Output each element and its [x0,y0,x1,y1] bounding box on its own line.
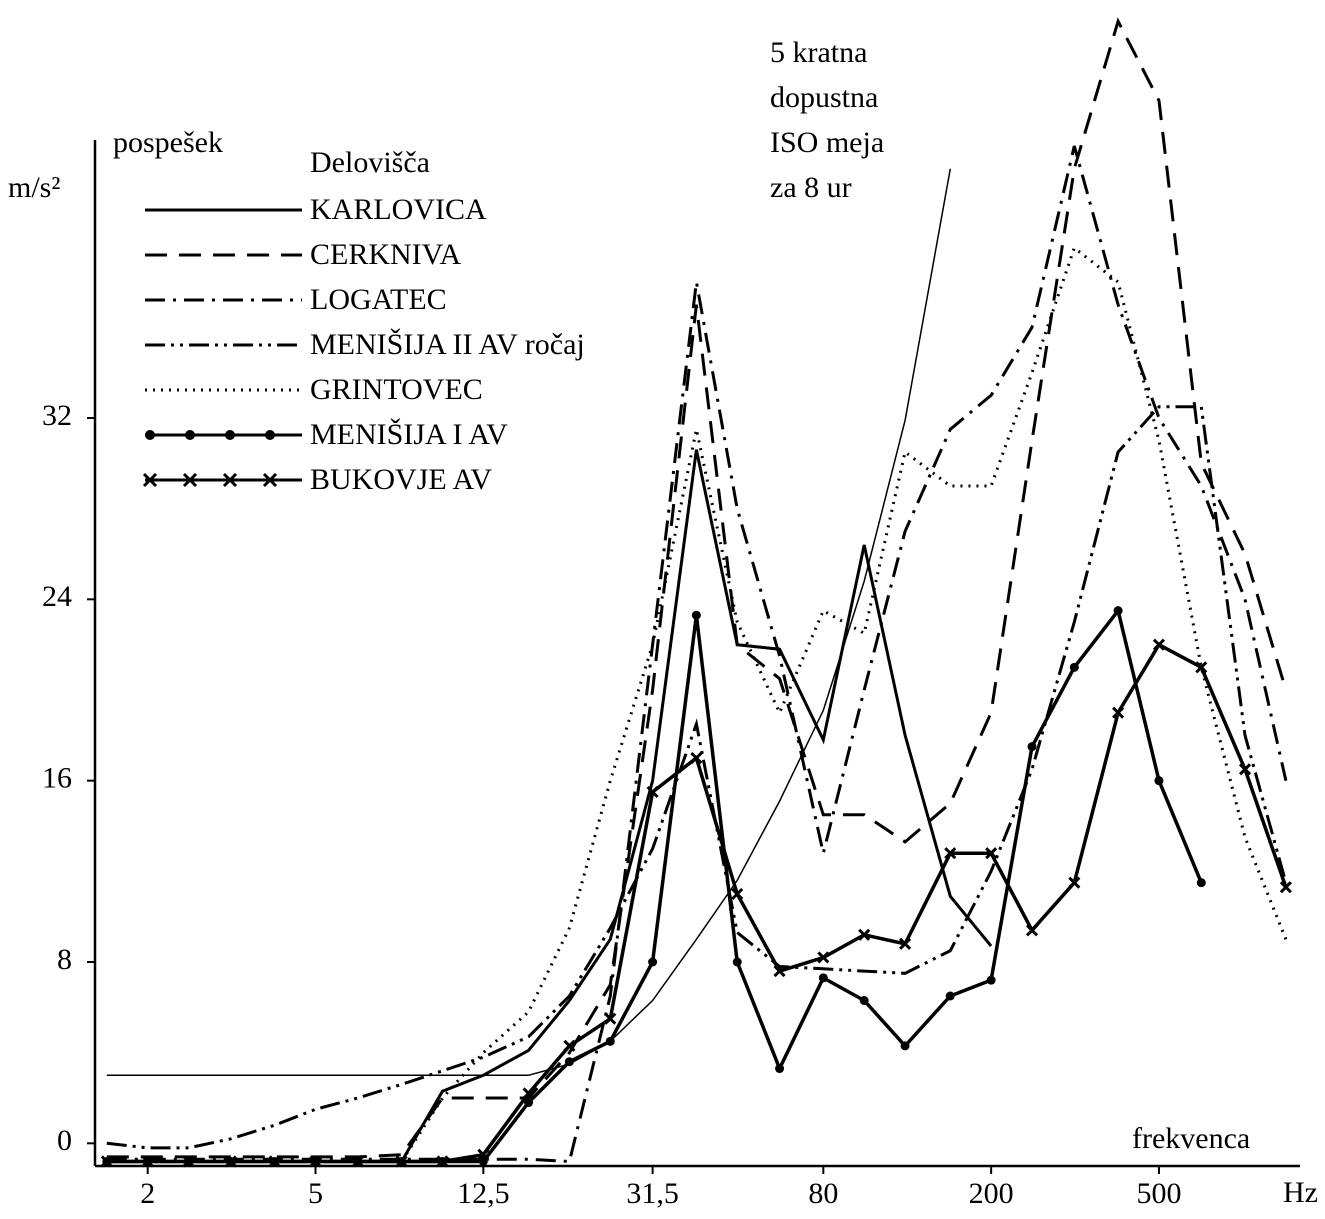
legend-label: KARLOVICA [310,193,487,226]
x-axis-unit: Hz [1283,1176,1318,1209]
marker [395,1155,408,1168]
y-tick-label: 0 [57,1124,72,1157]
marker [524,1098,534,1108]
marker [1279,881,1292,894]
marker [944,847,957,860]
x-axis-label: frekvenca [1132,1122,1250,1155]
series-line [106,606,1203,1164]
marker [1113,606,1123,616]
marker [859,996,869,1006]
legend-label: CERKNIVA [310,238,461,271]
marker [1112,706,1125,719]
legend-marker [225,430,235,440]
marker [691,610,701,620]
x-tick-label: 200 [969,1177,1014,1210]
series-line [106,145,1288,1164]
marker [986,975,996,985]
y-tick-label: 32 [42,399,72,432]
marker [1195,661,1208,674]
y-axis-unit: m/s² [8,171,60,204]
x-tick-label: 12,5 [457,1177,510,1210]
legend-label: MENIŠIJA II AV ročaj [310,328,585,361]
marker [690,751,703,765]
x-tick-label: 500 [1136,1177,1181,1210]
legend-label: BUKOVJE AV [310,463,492,496]
marker [818,973,828,983]
marker [858,928,871,941]
legend-label: LOGATEC [310,283,447,316]
legend-label: MENIŠIJA I AV [310,418,508,451]
marker [775,1064,785,1074]
annotation: dopustna [770,81,878,114]
marker [1069,662,1079,672]
series-line [106,449,993,1163]
marker [773,965,786,978]
legend-marker [262,472,278,488]
marker [564,1057,574,1067]
marker [898,937,912,950]
marker [605,1036,615,1046]
marker [182,1155,195,1168]
x-tick-label: 2 [140,1177,155,1210]
marker [604,1012,617,1025]
marker [945,991,955,1001]
marker [1025,924,1039,937]
y-tick-label: 16 [42,762,72,795]
marker [646,785,659,799]
y-axis-label: pospešek [113,126,223,159]
marker [985,847,998,860]
marker [732,957,742,967]
marker [436,1155,449,1168]
legend-marker [265,430,275,440]
marker [817,951,830,964]
legend-marker [142,472,158,488]
legend-marker [145,430,155,440]
marker [563,1039,576,1052]
annotation: 5 kratna [770,36,867,69]
marker [648,957,658,967]
marker [477,1148,490,1161]
annotation: za 8 ur [770,171,852,204]
marker [900,1041,910,1051]
reference-line [106,168,952,1077]
marker [1152,638,1166,651]
marker [224,1155,237,1168]
marker [309,1155,322,1168]
marker [1154,776,1164,786]
series-line [106,405,1288,1150]
x-tick-label: 5 [308,1177,323,1210]
legend-marker [222,472,238,488]
series-line [106,245,1288,1163]
marker [141,1155,154,1168]
marker [1238,763,1252,776]
marker [522,1087,535,1100]
y-tick-label: 8 [57,943,72,976]
marker [268,1155,281,1168]
x-tick-label: 80 [808,1177,838,1210]
legend-marker [182,472,198,488]
marker [1068,876,1081,889]
y-tick-label: 24 [42,580,72,613]
marker [478,1156,488,1166]
x-tick-label: 31,5 [626,1177,679,1210]
marker [1027,742,1037,752]
legend-title: Delovišča [310,146,430,179]
marker [731,887,744,901]
marker [1196,878,1206,888]
series-line [106,17,1288,1159]
marker [351,1155,364,1168]
annotation: ISO meja [770,126,884,159]
legend-label: GRINTOVEC [310,373,483,406]
marker [100,1155,113,1168]
legend-marker [185,430,195,440]
